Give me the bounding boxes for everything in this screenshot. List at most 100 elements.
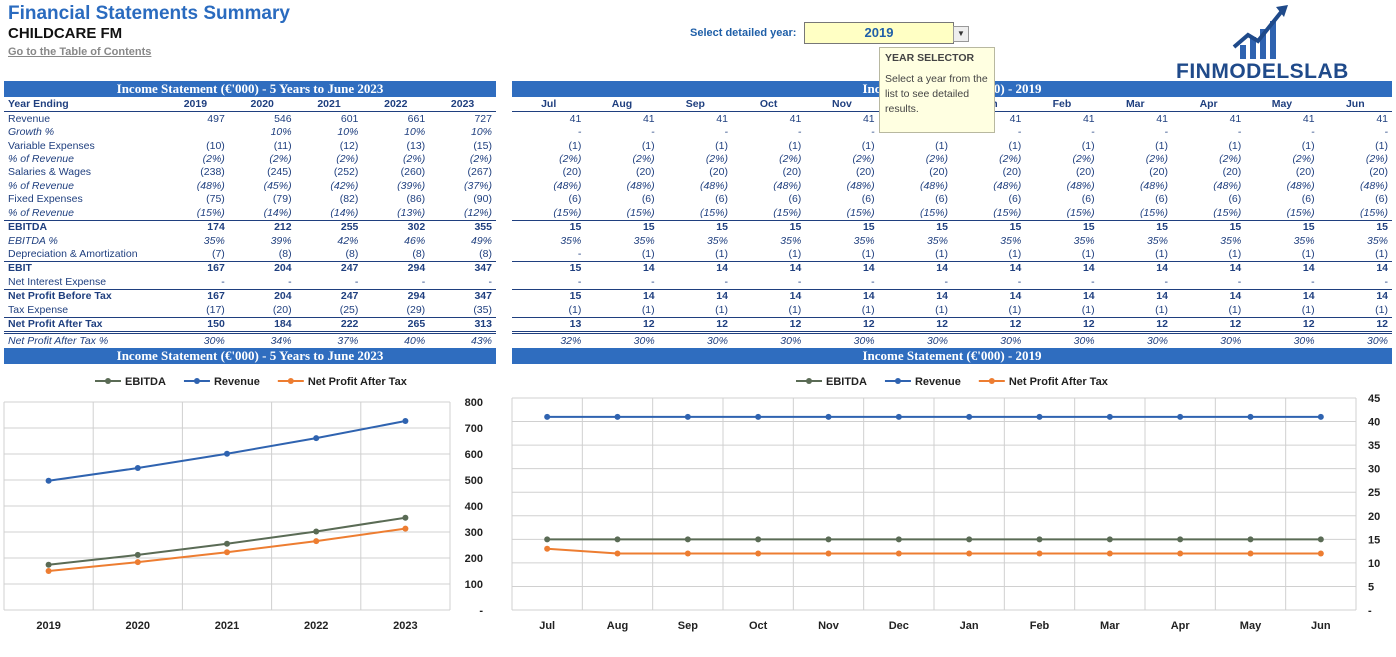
- table-cell: 174: [162, 219, 229, 235]
- table-cell: (6): [861, 193, 875, 206]
- table-cell: 35%: [853, 234, 875, 247]
- legend-marker: [894, 378, 901, 384]
- data-point: [1106, 536, 1113, 543]
- x-tick-label: Jan: [960, 620, 979, 632]
- table-cell: 347: [429, 289, 496, 304]
- table-cell: (25): [339, 303, 359, 316]
- legend-marker: [806, 378, 812, 384]
- table-cell: 150: [162, 316, 229, 333]
- row-label: EBITDA: [4, 219, 162, 235]
- table-cell: 12: [1318, 316, 1392, 333]
- table-cell: (8): [412, 248, 426, 261]
- y-tick-label: 25: [1368, 487, 1380, 499]
- table-cell: -: [1384, 275, 1389, 288]
- chevron-down-icon[interactable]: ▼: [953, 26, 969, 42]
- tooltip-title: YEAR SELECTOR: [885, 52, 975, 64]
- table-cell: 41: [569, 112, 582, 125]
- table-row: 13 12 12 12 12 12 12 12 12 12 12 12: [512, 316, 1392, 333]
- table-cell: 30%: [1245, 331, 1319, 348]
- column-header: Mar: [1098, 98, 1172, 113]
- data-point: [755, 413, 762, 420]
- table-row: Tax Expense (17) (20) (25) (29) (35): [4, 304, 496, 318]
- row-label: % of Revenue: [8, 206, 74, 219]
- column-header: 2022: [362, 98, 430, 113]
- table-cell: 14: [658, 289, 732, 304]
- year-select-input[interactable]: 2019: [804, 22, 954, 44]
- data-point: [45, 561, 52, 568]
- legend-marker: [105, 378, 111, 384]
- data-point: [755, 536, 762, 543]
- table-cell: (20): [1075, 166, 1095, 179]
- data-point: [1317, 413, 1324, 420]
- income-statement-5yr-table: Year Ending 2019 2020 2021 2022 2023 Revenue 49…: [4, 98, 496, 348]
- table-cell: 14: [805, 289, 879, 304]
- column-header: Aug: [585, 98, 659, 113]
- column-header: 2021: [295, 98, 363, 113]
- table-cell: 30%: [951, 331, 1026, 348]
- table-cell: (6): [641, 193, 655, 206]
- table-cell: (48%): [553, 179, 582, 192]
- table-cell: (15%): [553, 206, 582, 219]
- table-cell: (1): [715, 303, 728, 316]
- legend-label: Net Profit After Tax: [308, 376, 408, 388]
- table-cell: 204: [228, 289, 296, 304]
- y-tick-label: 700: [465, 423, 483, 435]
- table-cell: 30%: [162, 331, 229, 348]
- table-cell: (13%): [397, 206, 426, 219]
- table-row: Net Interest Expense - - - - -: [4, 276, 496, 290]
- data-point: [224, 450, 230, 457]
- table-cell: -: [871, 126, 875, 139]
- table-cell: 255: [295, 219, 363, 235]
- table-cell: (15%): [1359, 206, 1388, 219]
- table-cell: (1): [1155, 248, 1168, 261]
- table-row: Growth % 10% 10% 10% 10%: [4, 126, 496, 139]
- table-cell: 15: [658, 219, 732, 235]
- table-cell: -: [354, 275, 359, 288]
- table-header-row: Year Ending 2019 2020 2021 2022 2023: [4, 98, 496, 113]
- table-cell: -: [288, 275, 292, 288]
- table-cell: (2%): [632, 152, 655, 165]
- table-cell: -: [421, 275, 426, 288]
- table-row: EBITDA % 35% 39% 42% 46% 49%: [4, 234, 496, 247]
- y-tick-label: 5: [1368, 581, 1374, 593]
- logo-text: FINMODELSLAB: [1176, 60, 1349, 83]
- row-label: Net Profit Before Tax: [4, 289, 162, 304]
- monthly-line-chart: EBITDA Revenue Net Profit After Tax - 5 10 15 2…: [511, 376, 1380, 632]
- table-cell: (1): [568, 303, 582, 316]
- table-cell: (45%): [263, 179, 292, 192]
- table-cell: -: [577, 126, 582, 139]
- table-cell: (2%): [202, 152, 225, 165]
- table-cell: (1): [641, 248, 655, 261]
- table-cell: 39%: [270, 234, 292, 247]
- table-cell: (15%): [846, 206, 875, 219]
- x-tick-label: Jun: [1311, 620, 1331, 632]
- table-cell: 497: [207, 112, 225, 125]
- company-name: CHILDCARE FM: [8, 25, 123, 42]
- table-row: (6) (6) (6) (6) (6) (6) (6) (6) (6) (6) (6) (6): [512, 193, 1392, 206]
- table-cell: 14: [1098, 261, 1172, 276]
- table-cell: (90): [473, 193, 492, 206]
- data-point: [1247, 550, 1254, 557]
- table-cell: 15: [1318, 219, 1392, 235]
- table-cell: (20): [855, 166, 875, 179]
- table-cell: -: [724, 275, 728, 288]
- data-point: [313, 435, 320, 442]
- row-label: % of Revenue: [8, 152, 74, 165]
- toc-link[interactable]: Go to the Table of Contents: [8, 46, 152, 58]
- table-cell: (15%): [1139, 206, 1168, 219]
- y-tick-label: -: [1368, 605, 1372, 617]
- table-cell: (14%): [263, 206, 292, 219]
- table-cell: 30%: [1025, 331, 1099, 348]
- data-point: [614, 550, 621, 557]
- table-cell: (1): [1301, 303, 1315, 316]
- x-tick-label: Nov: [818, 620, 840, 632]
- table-cell: 14: [1318, 261, 1392, 276]
- table-cell: (2%): [852, 152, 875, 165]
- table-cell: (13): [406, 139, 426, 152]
- legend-label: EBITDA: [826, 376, 867, 388]
- table-row: (20) (20) (20) (20) (20) (20) (20) (20) (20) (20)…: [512, 166, 1392, 179]
- table-cell: 30%: [1318, 331, 1392, 348]
- data-point: [1317, 550, 1324, 557]
- y-tick-label: 45: [1368, 393, 1380, 405]
- row-label: EBITDA %: [8, 234, 58, 247]
